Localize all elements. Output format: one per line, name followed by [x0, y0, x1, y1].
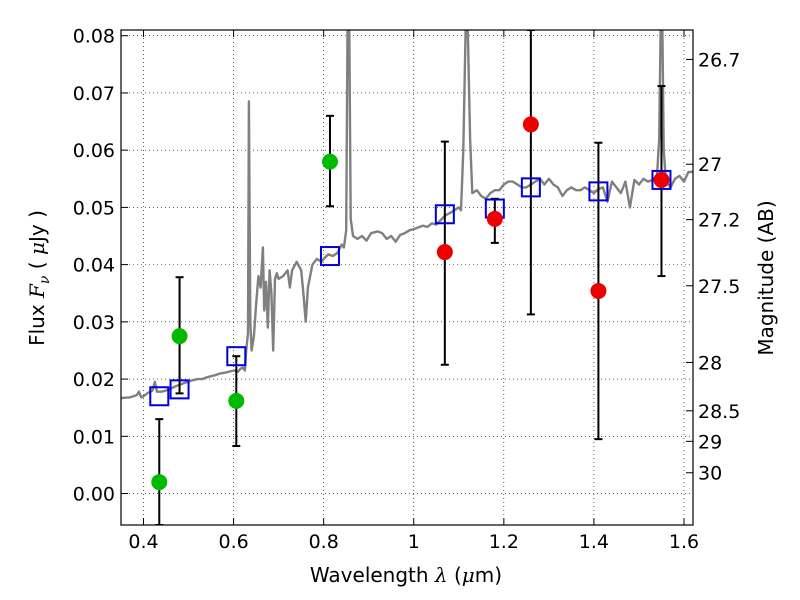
x-tick-label: 0.6	[218, 531, 248, 553]
x-tick-label: 1.4	[579, 531, 609, 553]
y-tick-label: 0.06	[73, 140, 115, 162]
model-square-point	[434, 204, 455, 225]
observed-point-red	[486, 210, 503, 227]
model-square-point	[319, 246, 340, 267]
mag-tick-label: 30	[698, 463, 722, 485]
x-tick-label: 1	[408, 531, 420, 553]
y-tick-label: 0.01	[73, 426, 115, 448]
y-tick-label: 0.02	[73, 369, 115, 391]
x-tick-label: 0.4	[128, 531, 158, 553]
mag-tick-label: 27	[698, 154, 722, 176]
plot-frame	[120, 29, 694, 526]
mag-tick-label: 28.5	[698, 401, 740, 423]
magnitude-axis-label: Magnitude (AB)	[754, 200, 778, 355]
y-tick-label: 0.04	[73, 255, 115, 277]
x-tick-label: 1.2	[489, 531, 519, 553]
grid	[121, 30, 693, 525]
observed-point-red	[436, 244, 453, 261]
model-square-point	[149, 386, 170, 407]
y-axis-label: Flux Fν ( μJy )	[25, 210, 53, 346]
y-tick-label: 0.08	[73, 26, 115, 48]
x-axis-label: Wavelength λ (μm)	[310, 563, 502, 587]
observed-point-green	[151, 474, 168, 491]
y-tick-label: 0.03	[73, 312, 115, 334]
x-tick-label: 0.8	[309, 531, 339, 553]
x-tick-label: 1.6	[669, 531, 699, 553]
observed-point-green	[321, 153, 338, 170]
y-tick-label: 0.07	[73, 83, 115, 105]
observed-point-red	[522, 116, 539, 133]
observed-point-green	[228, 392, 245, 409]
mag-tick-label: 26.7	[698, 49, 740, 71]
model-spectrum-line	[121, 30, 693, 400]
model-square-point	[651, 169, 672, 190]
mag-tick-label: 27.5	[698, 276, 740, 298]
model-square-point	[588, 181, 609, 202]
mag-tick-label: 27.2	[698, 210, 740, 232]
observed-point-red	[590, 282, 607, 299]
observed-point-green	[171, 328, 188, 345]
observed-point-red	[653, 171, 670, 188]
model-square-point	[226, 346, 247, 367]
y-tick-label: 0.00	[73, 484, 115, 506]
y-tick-label: 0.05	[73, 197, 115, 219]
data-layer	[121, 30, 693, 525]
model-square-point	[169, 379, 190, 400]
model-square-point	[520, 177, 541, 198]
mag-tick-label: 28	[698, 352, 722, 374]
mag-tick-label: 29	[698, 431, 722, 453]
ticks: 0.4 0.6 0.8 1 1.2 1.4 1.6 0.00 0.01 0.02 0.03 0.04 0…	[73, 26, 741, 553]
